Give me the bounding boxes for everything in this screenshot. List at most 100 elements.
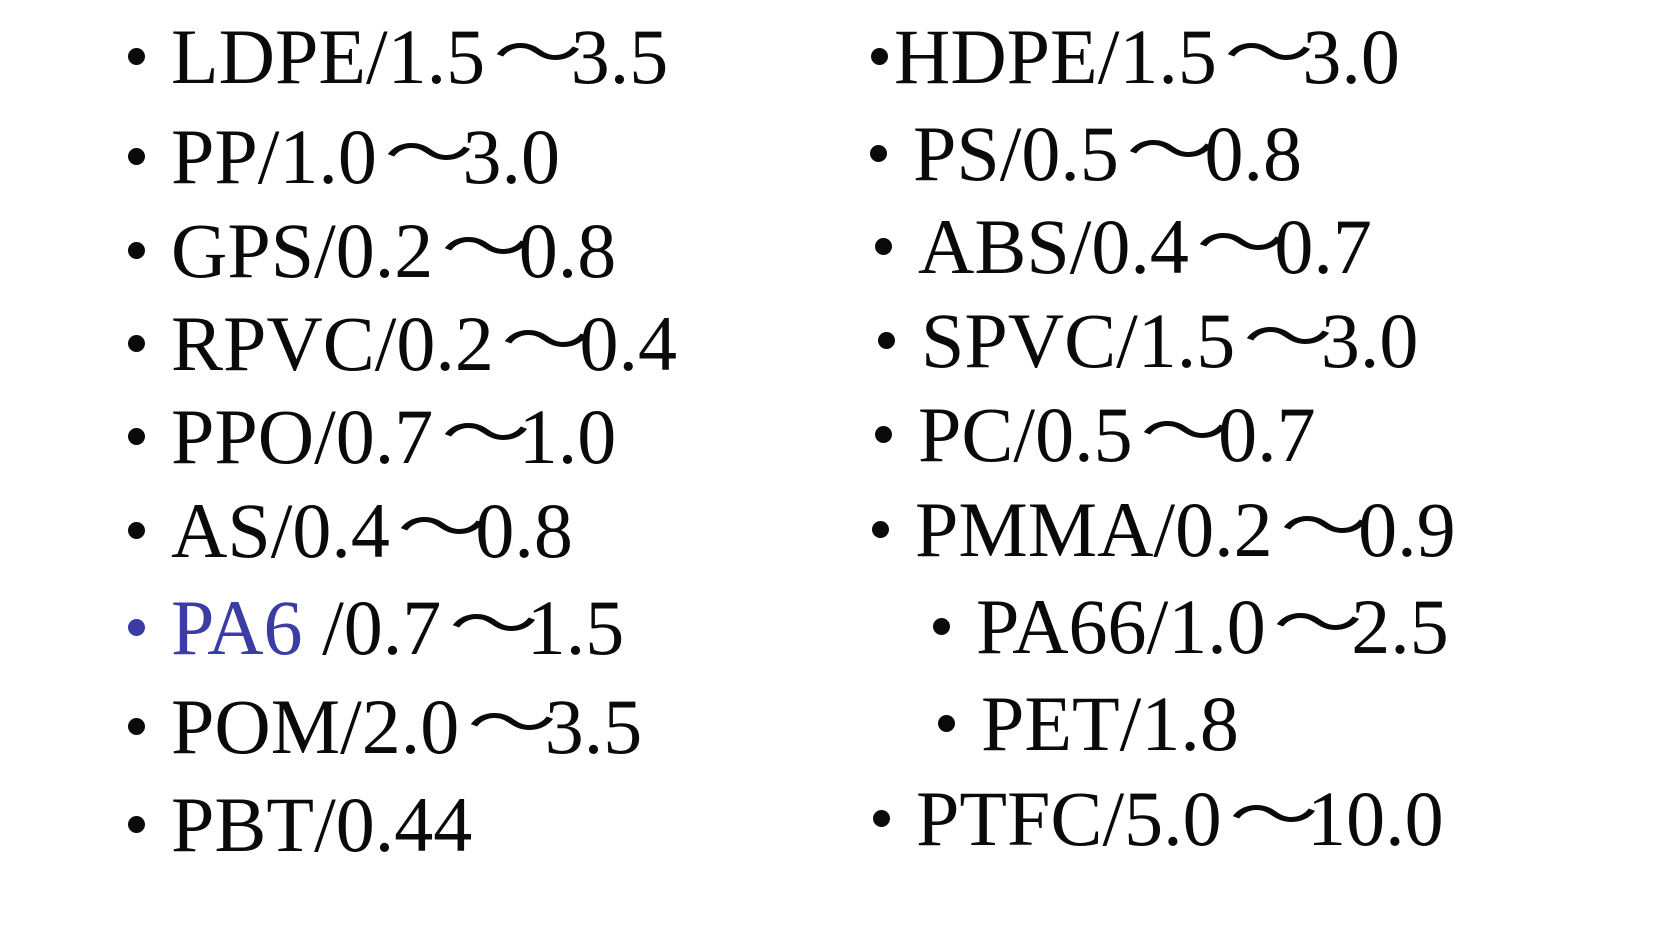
list-item-label: RPVC/0.2 〜0.4 — [171, 305, 677, 383]
list-item: PET/1.8 — [938, 685, 1239, 763]
material-name: ABS — [918, 203, 1070, 290]
value-start: /0.4 — [1069, 203, 1189, 290]
list-item: PTFC/5.0 〜10.0 — [873, 780, 1444, 858]
value-start: /1.5 — [366, 13, 486, 100]
list-item: PA6 /0.7 〜1.5 — [128, 589, 624, 667]
bullet-icon — [938, 715, 955, 732]
bullet-icon — [872, 521, 889, 538]
range-separator: 〜 — [397, 491, 488, 564]
material-name: PA6 — [171, 584, 303, 671]
material-name: SPVC — [921, 297, 1117, 384]
bullet-icon — [875, 238, 892, 255]
list-item: PP/1.0 〜3.0 — [128, 118, 560, 196]
value-end: 3.0 — [462, 113, 560, 200]
material-name: PET — [981, 680, 1120, 767]
bullet-icon — [128, 522, 145, 539]
list-item: POM/2.0 〜3.5 — [128, 688, 642, 766]
list-item: RPVC/0.2 〜0.4 — [128, 305, 677, 383]
range-separator: 〜 — [384, 117, 475, 190]
material-name: LDPE — [171, 13, 366, 100]
material-name: GPS — [171, 207, 315, 294]
list-item-label: PA66/1.0 〜2.5 — [976, 588, 1449, 666]
material-name: AS — [171, 487, 271, 574]
value-end: 0.8 — [1204, 110, 1302, 197]
list-item: PS/0.5 〜0.8 — [870, 115, 1302, 193]
material-name: PMMA — [915, 486, 1154, 573]
range-separator: 〜 — [1273, 587, 1364, 660]
list-item-label: PA6 /0.7 〜1.5 — [171, 589, 624, 667]
list-item-label: PBT/0.44 — [171, 786, 472, 864]
list-item: LDPE/1.5 〜3.5 — [128, 18, 668, 96]
list-item: PBT/0.44 — [128, 786, 472, 864]
value-end: 0.4 — [579, 300, 677, 387]
value-start: /1.8 — [1119, 680, 1239, 767]
value-start: /0.7 — [302, 584, 442, 671]
value-start: /1.5 — [1097, 13, 1217, 100]
list-item-label: PC/0.5 〜0.7 — [918, 396, 1316, 474]
bullet-icon — [128, 718, 145, 735]
bullet-icon — [128, 816, 145, 833]
list-item-label: PPO/0.7 〜1.0 — [171, 398, 616, 476]
value-end: 1.5 — [526, 584, 625, 671]
bullet-icon — [878, 332, 895, 349]
list-item-label: PS/0.5 〜0.8 — [913, 115, 1302, 193]
range-separator: 〜 — [1280, 490, 1371, 563]
list-item-label: LDPE/1.5 〜3.5 — [171, 18, 668, 96]
list-item-label: POM/2.0 〜3.5 — [171, 688, 642, 766]
value-end: 10.0 — [1307, 775, 1444, 862]
value-end: 3.0 — [1302, 13, 1400, 100]
value-start: /0.5 — [999, 110, 1119, 197]
list-item: PPO/0.7 〜1.0 — [128, 398, 616, 476]
range-separator: 〜 — [1229, 779, 1320, 852]
value-end: 0.8 — [475, 487, 573, 574]
bullet-icon — [128, 335, 145, 352]
range-separator: 〜 — [1196, 207, 1287, 280]
list-item-label: PP/1.0 〜3.0 — [171, 118, 560, 196]
range-separator: 〜 — [1140, 395, 1231, 468]
range-separator: 〜 — [1126, 114, 1217, 187]
range-separator: 〜 — [440, 211, 531, 284]
range-separator: 〜 — [440, 397, 531, 470]
value-end: 0.7 — [1218, 391, 1316, 478]
value-end: 3.5 — [544, 683, 643, 770]
bullet-icon — [128, 619, 145, 636]
range-separator: 〜 — [1224, 17, 1315, 90]
range-separator: 〜 — [448, 588, 539, 661]
bullet-icon — [128, 48, 145, 65]
value-end: 0.7 — [1274, 203, 1372, 290]
range-separator: 〜 — [466, 687, 557, 760]
value-end: 0.9 — [1358, 486, 1456, 573]
material-name: PA66 — [976, 583, 1147, 670]
value-start: /0.5 — [1013, 391, 1133, 478]
value-start: /0.7 — [314, 393, 434, 480]
value-start: /0.2 — [374, 300, 494, 387]
material-name: PS — [913, 110, 1000, 197]
list-item: PC/0.5 〜0.7 — [875, 396, 1316, 474]
list-item-label: AS/0.4 〜0.8 — [171, 492, 573, 570]
bullet-icon — [128, 242, 145, 259]
range-separator: 〜 — [492, 17, 583, 90]
material-name: PC — [918, 391, 1014, 478]
list-item: HDPE/1.5 〜3.0 — [871, 18, 1400, 96]
value-start: /0.2 — [1153, 486, 1273, 573]
list-item: SPVC/1.5 〜3.0 — [878, 302, 1418, 380]
material-name: PTFC — [916, 775, 1103, 862]
value-end: 1.0 — [518, 393, 617, 480]
bullet-icon — [870, 145, 887, 162]
left-column: LDPE/1.5 〜3.5 PP/1.0 〜3.0 GPS/0.2 〜0.8 RPVC… — [128, 18, 677, 864]
bullet-icon — [933, 618, 950, 635]
material-name: PP — [171, 113, 258, 200]
range-separator: 〜 — [501, 304, 592, 377]
material-name: PBT — [171, 781, 315, 868]
range-separator: 〜 — [1242, 301, 1333, 374]
list-item: AS/0.4 〜0.8 — [128, 492, 573, 570]
right-column: HDPE/1.5 〜3.0 PS/0.5 〜0.8 ABS/0.4 〜0.7 SPVC… — [830, 0, 1658, 928]
material-name: PPO — [171, 393, 315, 480]
bullet-icon — [875, 426, 892, 443]
list-item: GPS/0.2 〜0.8 — [128, 212, 616, 290]
value-start: /0.2 — [314, 207, 434, 294]
list-item-label: ABS/0.4 〜0.7 — [918, 208, 1372, 286]
list-item: PA66/1.0 〜2.5 — [933, 588, 1449, 666]
value-start: /0.44 — [314, 781, 473, 868]
